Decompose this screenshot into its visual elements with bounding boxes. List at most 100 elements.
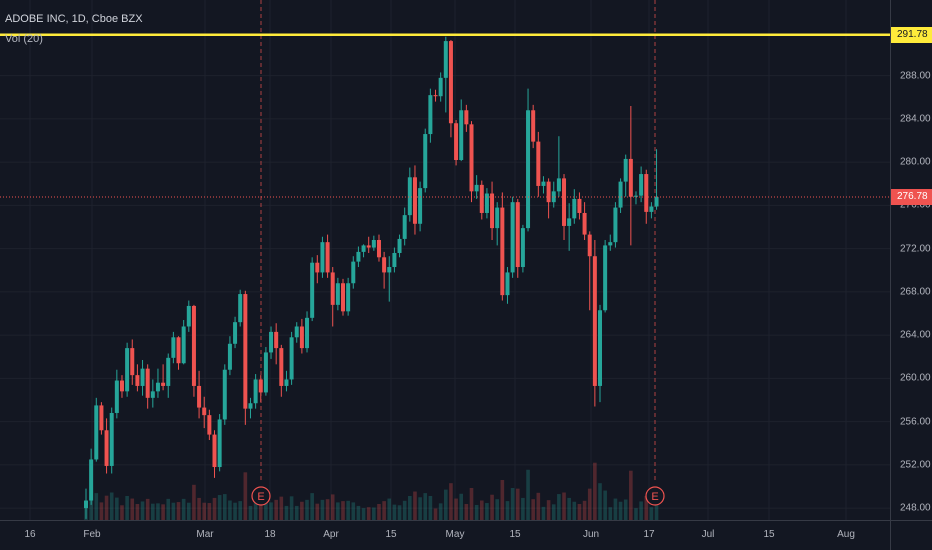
candle-body[interactable] [484,193,489,213]
candle-body[interactable] [207,415,212,435]
volume-indicator-label[interactable]: Vol (20) [5,33,43,45]
candle-body[interactable] [186,305,191,327]
candle-body[interactable] [84,500,88,509]
candle-body[interactable] [294,326,299,338]
candle-body[interactable] [145,368,150,398]
candle-body[interactable] [356,251,361,262]
candle-body[interactable] [562,178,567,226]
candle-body[interactable] [428,95,433,135]
candle-body[interactable] [161,382,166,386]
candle-body[interactable] [515,202,520,268]
candle-body[interactable] [212,434,217,468]
candle-body[interactable] [551,191,556,203]
candle-body[interactable] [119,380,124,392]
candle-body[interactable] [639,174,644,196]
candle-body[interactable] [320,242,325,273]
candle-body[interactable] [407,177,412,216]
candle-body[interactable] [284,379,289,386]
candle-body[interactable] [109,412,114,466]
candle-body[interactable] [222,369,227,420]
candle-body[interactable] [495,207,500,229]
candle-body[interactable] [99,405,104,431]
candle-body[interactable] [556,178,561,192]
candle-body[interactable] [438,77,443,97]
candle-body[interactable] [510,202,515,273]
candle-body[interactable] [176,337,181,364]
candle-body[interactable] [505,272,510,296]
candle-body[interactable] [243,294,248,409]
candle-body[interactable] [140,368,145,386]
candle-body[interactable] [171,337,176,358]
candle-body[interactable] [227,343,232,370]
candle-body[interactable] [135,375,140,386]
candle-body[interactable] [490,193,495,229]
candle-body[interactable] [546,181,551,203]
candle-body[interactable] [382,257,387,273]
candle-body[interactable] [299,326,304,349]
candle-body[interactable] [289,337,294,380]
candle-body[interactable] [233,322,238,344]
candle-body[interactable] [191,305,196,386]
candle-body[interactable] [582,212,587,235]
candle-body[interactable] [608,242,613,246]
candle-body[interactable] [649,206,654,212]
candle-body[interactable] [418,188,423,224]
candle-body[interactable] [613,207,618,243]
candle-body[interactable] [587,234,592,257]
candle-body[interactable] [330,272,335,305]
candle-body[interactable] [202,407,207,416]
candle-body[interactable] [387,267,392,273]
candle-body[interactable] [125,348,130,392]
candle-body[interactable] [526,110,531,229]
candle-body[interactable] [130,348,135,376]
candle-body[interactable] [274,331,279,349]
candle-body[interactable] [592,256,597,386]
candle-body[interactable] [346,283,351,312]
time-axis[interactable]: 16 Feb Mar 18 Apr 15 May 15 Jun 17 Jul 15 Aug [0,520,890,550]
candle-body[interactable] [412,177,417,224]
candle-body[interactable] [572,198,577,219]
candle-body[interactable] [567,218,572,226]
price-axis[interactable]: 288.00 284.00 280.00 276.00 272.00 268.00 264.… [890,0,932,520]
candle-body[interactable] [166,357,171,386]
candle-body[interactable] [335,283,340,305]
candle-body[interactable] [644,174,649,212]
candle-body[interactable] [474,184,479,192]
candle-body[interactable] [155,382,160,392]
candle-body[interactable] [397,238,402,253]
candle-body[interactable] [464,110,469,125]
candle-body[interactable] [279,348,284,386]
candle-body[interactable] [628,158,633,197]
candle-body[interactable] [603,245,608,311]
candle-body[interactable] [371,240,376,248]
candle-body[interactable] [433,95,438,97]
candle-body[interactable] [459,110,464,160]
candle-body[interactable] [531,110,536,142]
candle-body[interactable] [536,141,541,186]
candle-body[interactable] [423,134,428,189]
candle-body[interactable] [114,380,119,413]
candle-body[interactable] [89,459,94,501]
candle-body[interactable] [197,385,202,408]
candle-body[interactable] [520,228,525,268]
candle-body[interactable] [454,123,459,160]
candle-body[interactable] [392,252,397,268]
candle-body[interactable] [402,215,407,239]
candle-body[interactable] [104,430,109,466]
candle-body[interactable] [263,352,268,393]
candle-body[interactable] [238,294,243,323]
candle-body[interactable] [366,245,371,248]
candle-body[interactable] [258,379,263,393]
candle-body[interactable] [623,158,628,182]
candle-body[interactable] [479,184,484,213]
candle-body[interactable] [269,331,274,353]
candle-body[interactable] [618,181,623,208]
earnings-marker[interactable]: E [645,486,665,506]
candle-body[interactable] [248,403,253,409]
candle-body[interactable] [469,124,474,192]
candle-body[interactable] [598,310,602,386]
candle-body[interactable] [150,391,155,398]
candle-body[interactable] [305,317,310,349]
candle-body[interactable] [351,261,356,284]
